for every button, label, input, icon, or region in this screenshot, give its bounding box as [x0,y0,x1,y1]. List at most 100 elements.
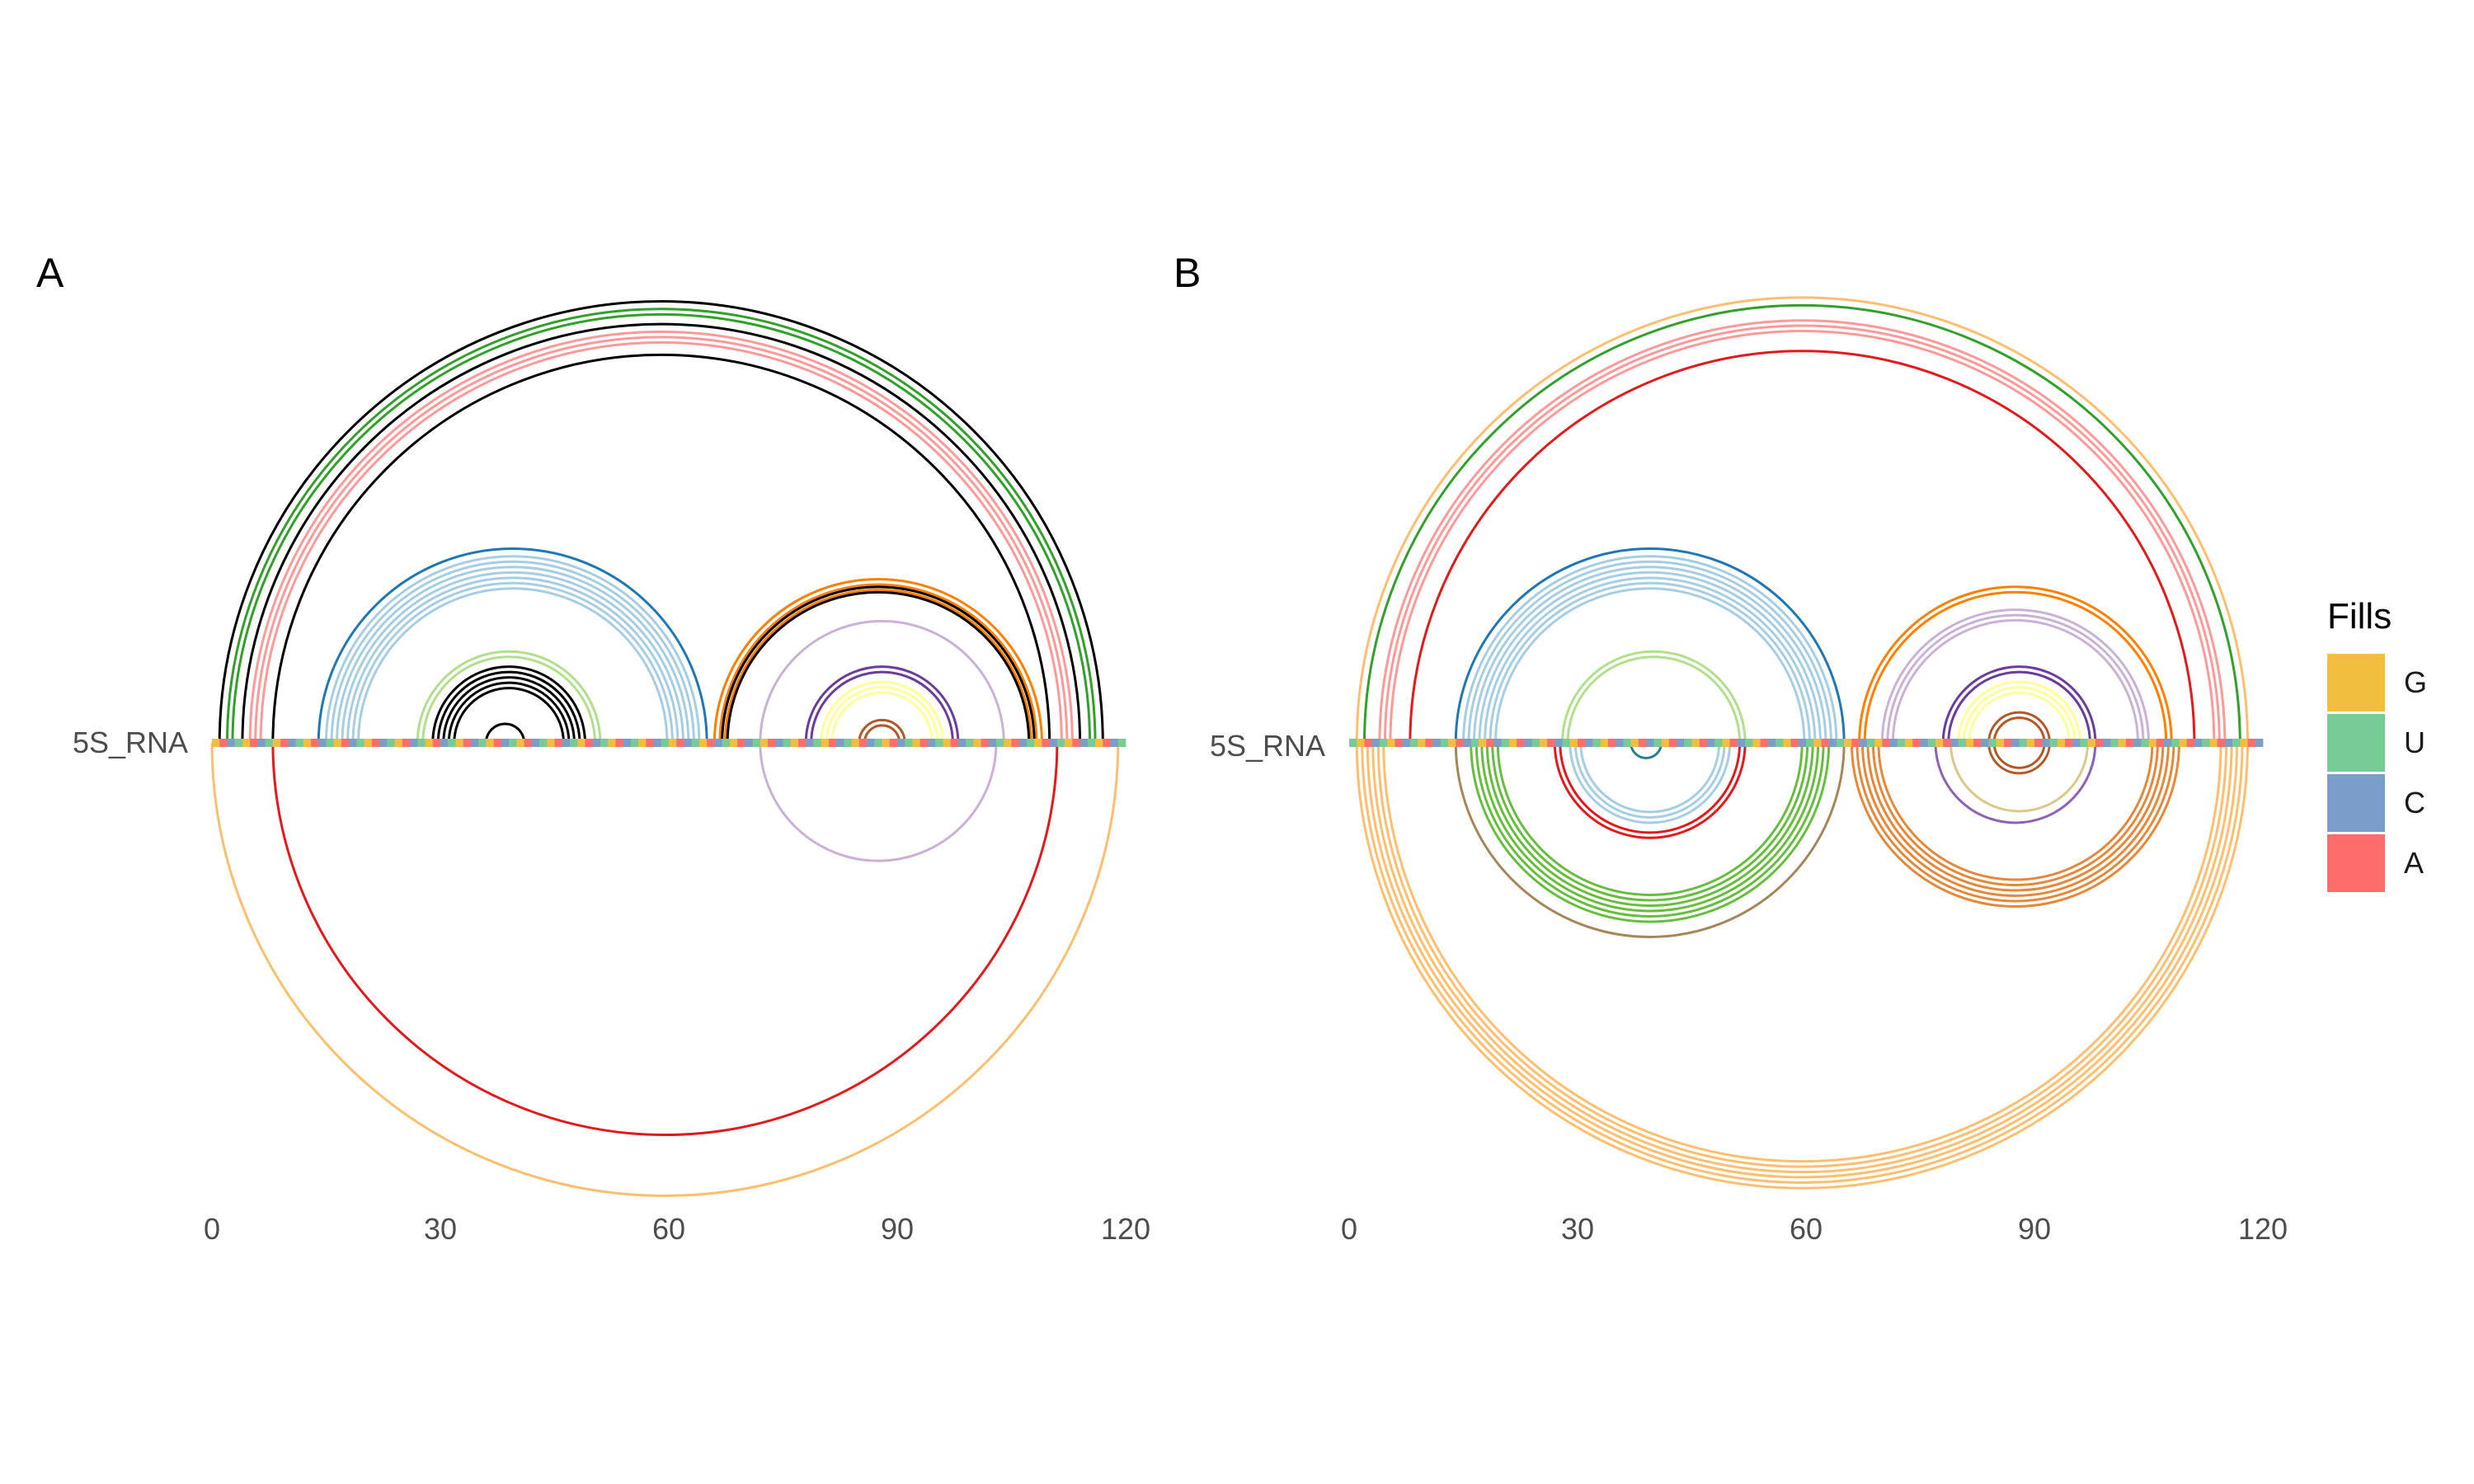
nucleotide-cell [1874,739,1883,747]
base-pair-arc [759,742,998,862]
base-pair-arc [1630,742,1663,759]
panel-b-x-tick-label: 90 [2018,1212,2051,1246]
nucleotide-cell [1508,739,1517,747]
panel-a-track-label: 5S_RNA [73,726,188,759]
nucleotide-cell [2110,739,2119,747]
nucleotide-cell [1950,739,1959,747]
nucleotide-cell [1448,739,1456,747]
nucleotide-cell [2064,739,2073,747]
base-pair-arc [863,724,901,744]
base-pair-arc [1454,742,1846,938]
base-pair-arc [317,547,708,744]
nucleotide-cell [333,739,342,747]
nucleotide-cell [1547,739,1555,747]
base-pair-arc [1987,742,2051,775]
nucleotide-cell [775,739,783,747]
nucleotide-cell [585,739,594,747]
base-pair-arc [1485,742,1814,907]
nucleotide-cell [1745,739,1753,747]
nucleotide-cell [996,739,1004,747]
base-pair-arc [1489,582,1811,744]
base-pair-arc [1566,655,1742,744]
nucleotide-cell [2217,739,2226,747]
base-pair-arc [1553,742,1747,839]
nucleotide-cell [1531,739,1540,747]
base-pair-arc [1573,742,1726,819]
panel-a-tag: A [36,250,64,296]
base-pair-arc [271,742,1059,1136]
legend-title: Fills [2327,596,2392,636]
nucleotide-cell [698,739,708,747]
nucleotide-cell [1767,739,1776,747]
nucleotide-cell [2011,739,2020,747]
nucleotide-cell [455,739,464,747]
base-pair-arc [241,322,1082,744]
nucleotide-cell [1638,739,1647,747]
nucleotide-cell [272,739,281,747]
nucleotide-cell [493,739,502,747]
panel-a-x-tick-label: 60 [652,1212,685,1246]
panel-b: B 5S_RNA 0 30 60 90 120 [1174,250,2288,1246]
nucleotide-cell [1079,739,1089,747]
base-pair-arc [330,561,695,744]
base-pair-arc [1866,742,2165,891]
panel-a-x-tick-label: 30 [424,1212,457,1246]
nucleotide-cell [1578,739,1586,747]
nucleotide-cell [524,739,533,747]
nucleotide-cell [1095,739,1103,747]
nucleotide-cell [425,739,434,747]
nucleotide-cell [1776,739,1784,747]
nucleotide-cell [1616,739,1624,747]
nucleotide-cell [600,739,609,747]
base-pair-arc [254,336,1069,744]
nucleotide-cell [1882,739,1890,747]
nucleotide-cell [813,739,822,747]
nucleotide-cell [1463,739,1472,747]
nucleotide-cell [897,739,905,747]
base-pair-arc [1361,742,2244,1185]
nucleotide-cell [638,739,647,747]
nucleotide-cell [1935,739,1944,747]
base-pair-arc [721,585,1036,744]
nucleotide-cell [2171,739,2180,747]
nucleotide-cell [1821,739,1830,747]
nucleotide-cell [1912,739,1921,747]
nucleotide-cell [1357,739,1365,747]
nucleotide-cell [1486,739,1494,747]
legend-swatch-g [2327,654,2385,711]
nucleotide-cell [1004,739,1012,747]
legend-swatch-a [2327,834,2385,892]
base-pair-arc [1962,686,2077,744]
nucleotide-cell [2163,739,2172,747]
base-pair-arc [1478,571,1822,744]
base-pair-arc [1383,324,2221,744]
nucleotide-cell [1349,739,1357,747]
base-pair-arc [1569,742,1732,824]
nucleotide-cell [737,739,745,747]
nucleotide-cell [1905,739,1913,747]
nucleotide-cell [539,739,548,747]
base-pair-arc [351,582,674,744]
nucleotide-cell [2133,739,2142,747]
base-pair-arc [1850,742,2180,908]
base-pair-arc [421,655,596,744]
nucleotide-cell [1920,739,1929,747]
nucleotide-cell [797,739,807,747]
nucleotide-cell [1371,739,1380,747]
nucleotide-cell [2232,739,2241,747]
nucleotide-cell [318,739,327,747]
fills-legend: Fills G U C A [2327,596,2427,892]
panel-a: A 5S_RNA 0 30 60 90 120 [36,250,1150,1246]
base-pair-arc [1880,608,2150,744]
nucleotide-cell [356,739,365,747]
nucleotide-cell [1440,739,1449,747]
base-pair-arc [1987,711,2051,744]
base-pair-arc [1863,590,2168,744]
nucleotide-cell [1042,739,1051,747]
nucleotide-cell [973,739,981,747]
base-pair-arc [820,680,944,744]
nucleotide-cell [729,739,738,747]
nucleotide-cell [387,739,395,747]
nucleotide-cell [1897,739,1906,747]
nucleotide-cell [1087,739,1096,747]
